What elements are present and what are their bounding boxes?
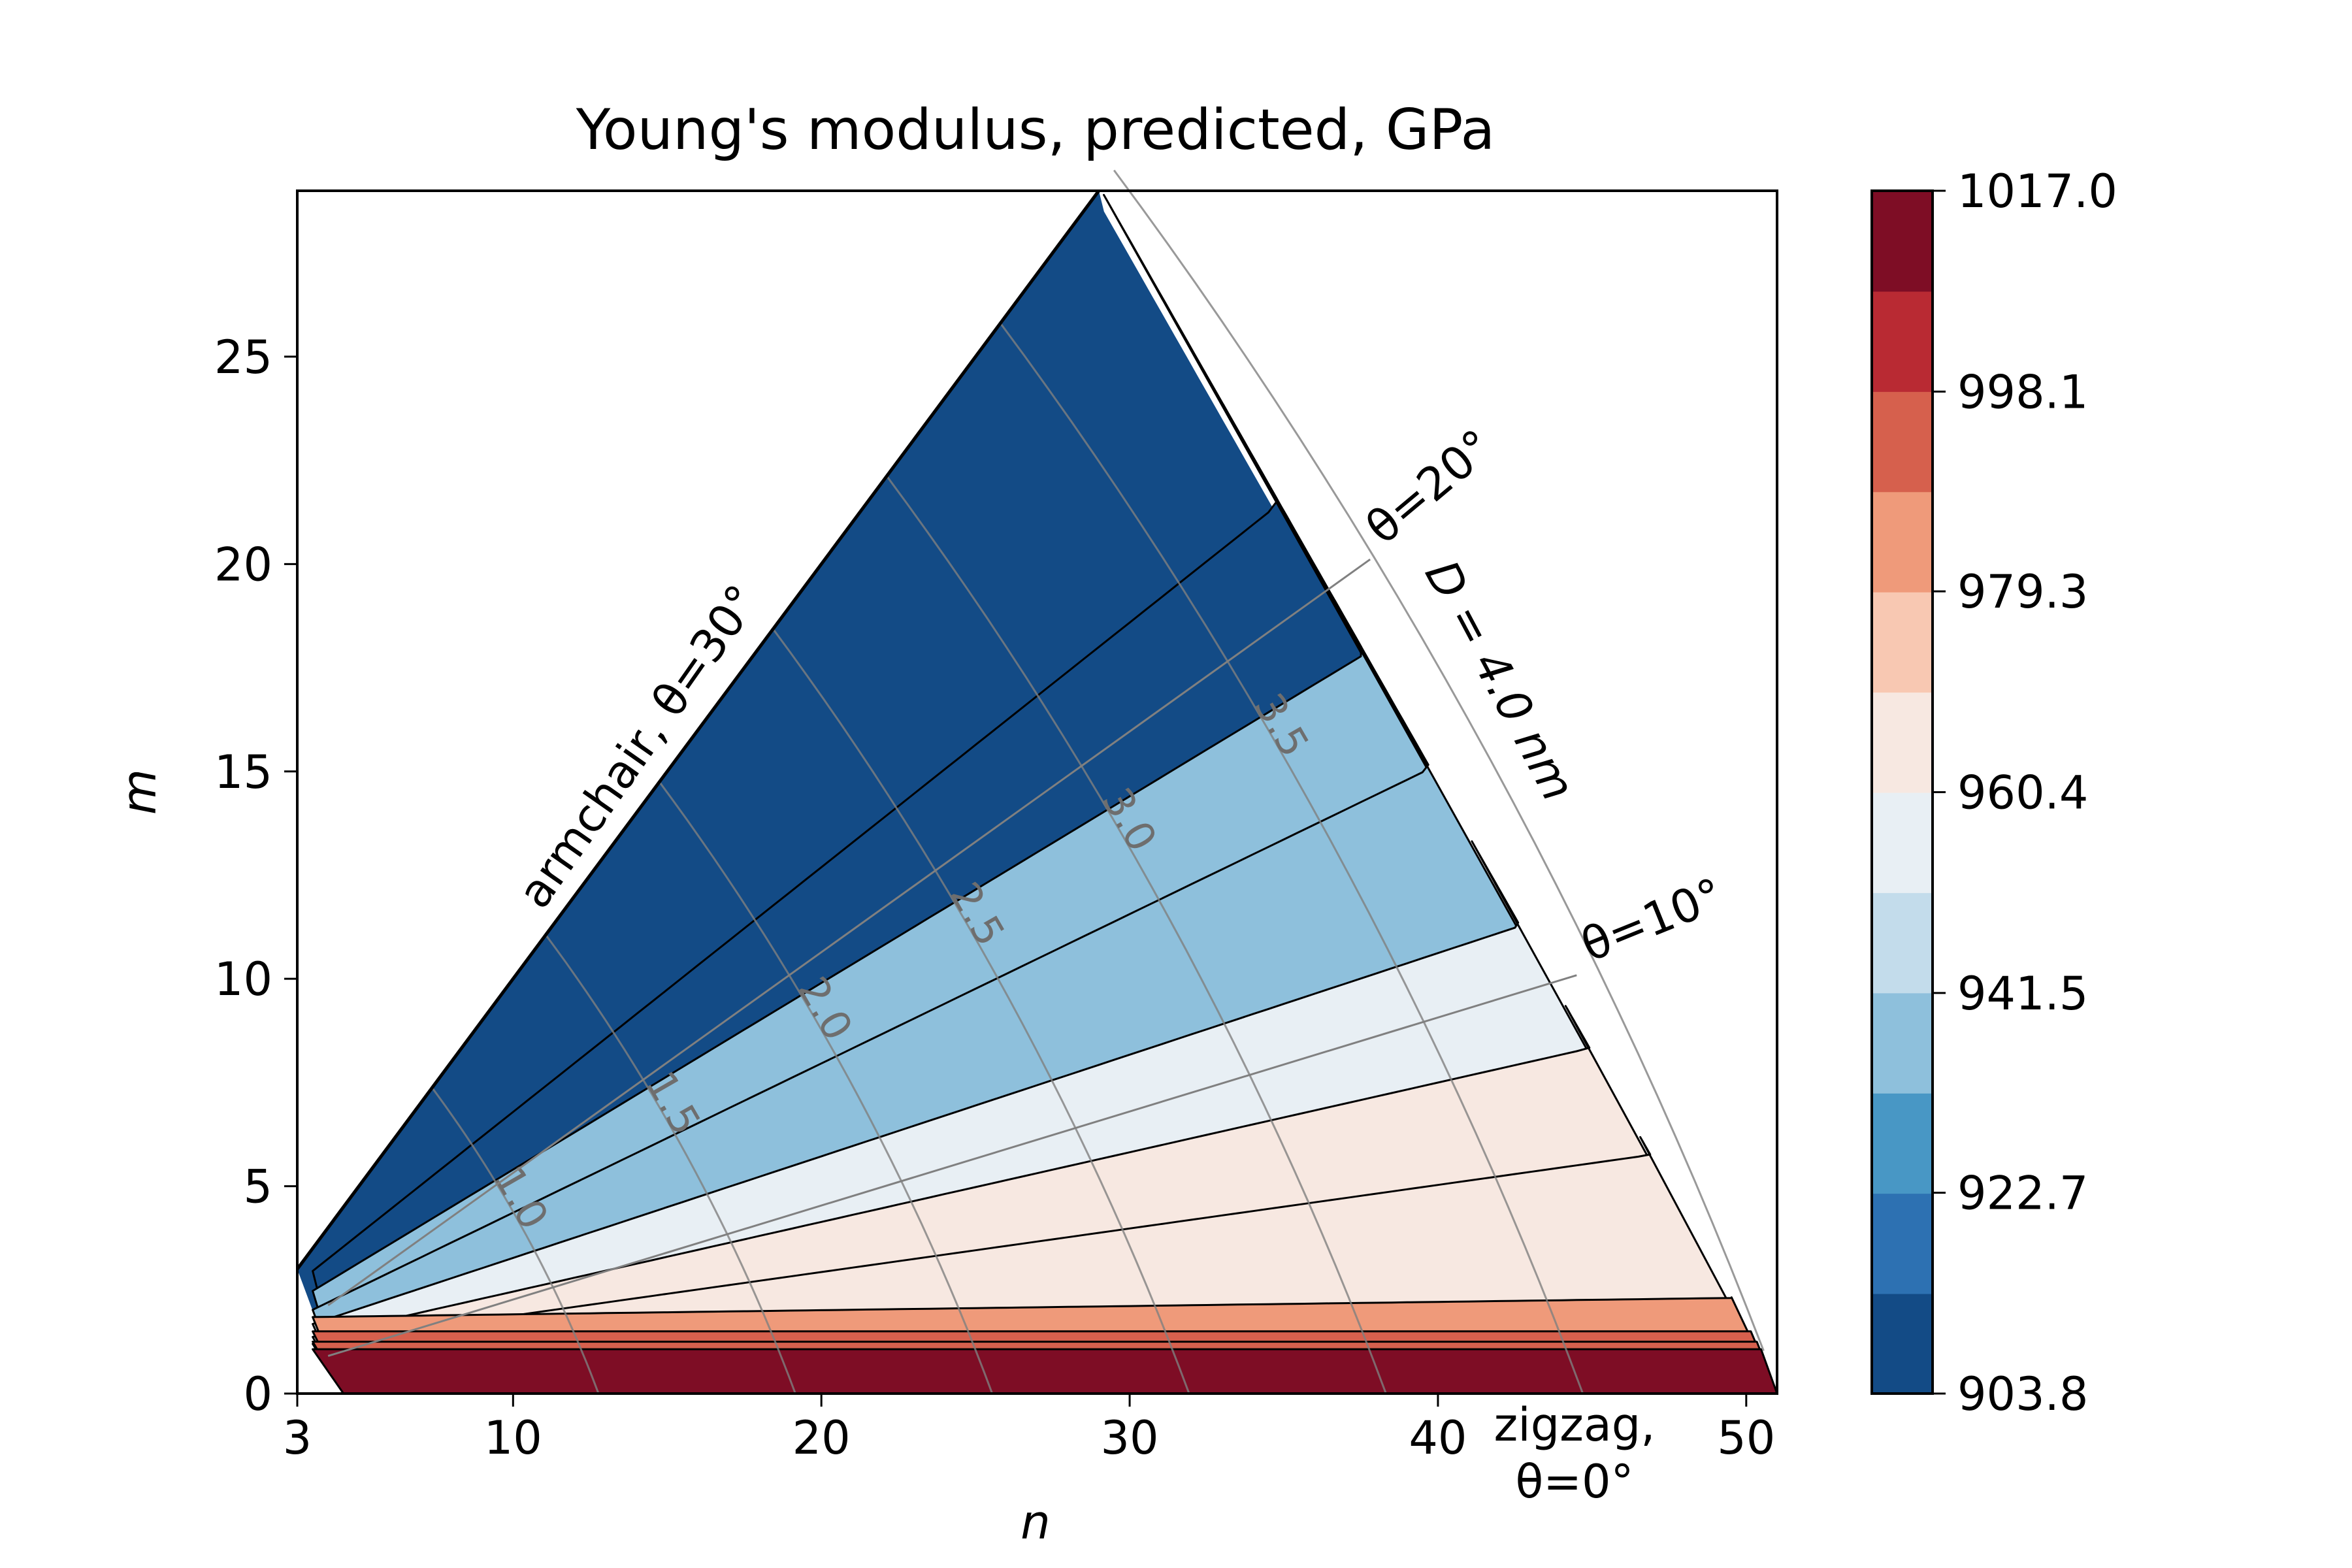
colorbar-segment [1872,992,1933,1094]
contour-region-band-10 [312,1348,1778,1395]
colorbar-segment [1872,191,1933,292]
diameter-contour-1.5 [545,934,796,1394]
colorbar-segment [1872,692,1933,793]
chart-title: Young's modulus, predicted, GPa [576,97,1495,163]
y-tick-label: 5 [243,1160,272,1214]
x-tick-label: 40 [1409,1411,1467,1465]
y-tick-label: 25 [214,331,272,384]
y-tick-label: 20 [214,538,272,591]
diameter-contour-2.5 [772,628,1190,1394]
colorbar-tick-label: 979.3 [1957,565,2088,619]
x-tick-label: 30 [1101,1411,1159,1465]
x-tick-label: 50 [1717,1411,1775,1465]
x-tick-label: 10 [484,1411,542,1465]
colorbar-tick-label: 1017.0 [1957,165,2117,218]
colorbar-segment [1872,1193,1933,1294]
colorbar-tick-label: 941.5 [1957,967,2088,1021]
colorbar-tick-label: 922.7 [1957,1167,2088,1220]
x-tick-label: 3 [283,1411,312,1465]
angle-label-20: θ=20° [1356,419,1503,555]
y-tick-label: 15 [214,745,272,799]
zigzag-annotation-line2: θ=0° [1515,1455,1633,1509]
armchair-boundary [295,189,1100,1271]
colorbar-segment [1872,1092,1933,1194]
y-tick-label: 10 [214,953,272,1006]
angle-line-10 [327,974,1577,1357]
axes: 3 10 20 30 40 50 0 5 10 15 20 25 [214,189,1778,1465]
diameter-annotation: D = 4.0 nm [1414,551,1586,809]
diameter-contour-3.5 [999,322,1584,1394]
diameter-contour-3 [886,475,1387,1394]
x-tick-label: 20 [792,1411,851,1465]
colorbar-segment [1872,491,1933,593]
plot-area [297,191,1778,1395]
zigzag-annotation-line1: zigzag, [1494,1398,1656,1452]
colorbar-segment [1872,391,1933,493]
colorbar-segment [1872,892,1933,994]
colorbar-tick-label: 903.8 [1957,1367,2088,1421]
colorbar-segment [1872,291,1933,392]
colorbar-segment [1872,591,1933,693]
colorbar: 903.8 922.7 941.5 960.4 979.3 998.1 1017.0 [1870,165,2117,1421]
colorbar-segment [1872,1293,1933,1394]
diameter-contour-2 [659,781,994,1394]
angle-label-10: θ=10° [1574,868,1731,973]
angle-line-20 [327,558,1371,1307]
x-axis-label: n [1021,1495,1051,1550]
plot-frame [296,189,1778,1395]
y-tick-label: 0 [243,1367,272,1421]
colorbar-segment [1872,792,1933,893]
y-axis-label: m [112,769,167,815]
diameter-contour-1 [431,1087,600,1394]
colorbar-tick-label: 998.1 [1957,365,2088,419]
diameter-contour-4 [1113,169,1765,1352]
colorbar-tick-label: 960.4 [1957,766,2088,820]
